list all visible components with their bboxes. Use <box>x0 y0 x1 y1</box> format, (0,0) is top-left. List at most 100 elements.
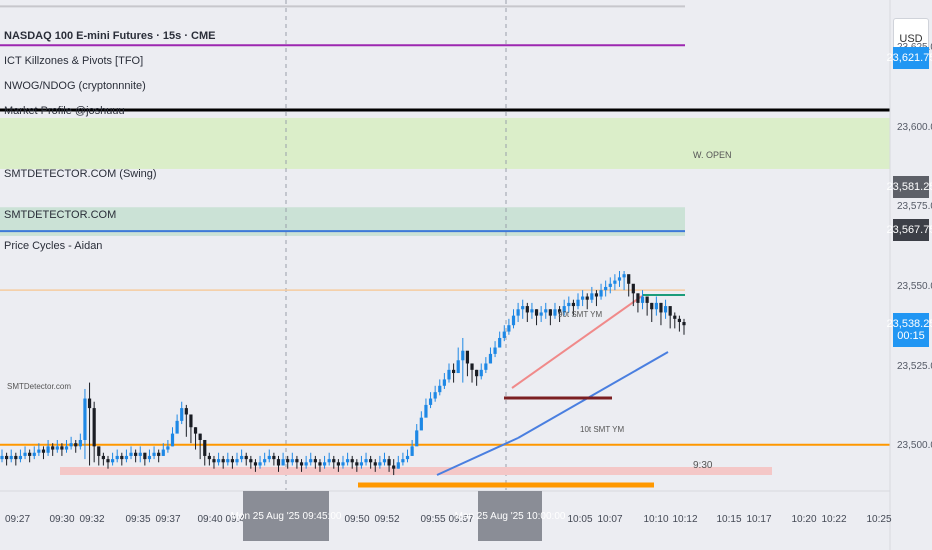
crosshair-time-1000: Mon 25 Aug '25 10:00:00 <box>455 491 565 541</box>
bar-countdown: 00:15 <box>897 330 925 343</box>
time-tick: 09:52 <box>374 514 400 525</box>
candle-body <box>654 302 658 310</box>
candle-body <box>253 462 258 466</box>
time-tick: 10:15 <box>716 514 742 525</box>
time-tick: 10:10 <box>643 514 669 525</box>
candle-body <box>557 309 562 313</box>
candle-body <box>87 398 92 409</box>
time-tick: 09:32 <box>79 514 105 525</box>
candle-body <box>576 299 580 307</box>
candle-body <box>387 459 391 466</box>
candle-body <box>193 427 198 434</box>
symbol-title[interactable]: NASDAQ 100 E-mini Futures · 15s · CME <box>4 30 216 42</box>
candle-body <box>332 459 336 463</box>
candle-body <box>336 462 340 466</box>
candle-body <box>346 459 350 463</box>
candle-body <box>55 446 59 450</box>
candle-body <box>636 293 640 303</box>
candle-body <box>152 452 156 456</box>
candle-body <box>470 363 474 370</box>
price-tick: 23,525.00 <box>897 360 932 372</box>
candle-body <box>0 455 4 460</box>
price-badge-label: 23,538.25 <box>886 318 932 331</box>
annotation-smtdetector: SMTDetector.com <box>7 382 72 391</box>
annotation-10t-smt: 10t SMT YM <box>580 425 625 434</box>
price-tick: 23,575.00 <box>897 201 932 213</box>
time-tick: 09:57 <box>448 514 474 525</box>
indicator-price-cycles[interactable]: Price Cycles - Aidan <box>4 240 103 252</box>
candle-body <box>622 274 626 278</box>
candle-body <box>433 392 437 399</box>
candle-body <box>276 459 281 466</box>
candle-body <box>511 315 516 326</box>
candle-body <box>97 446 101 456</box>
candle-body <box>581 296 585 300</box>
candle-body <box>571 302 576 307</box>
indicator-market-profile[interactable]: Market Profile @joshuuu <box>4 105 125 117</box>
candle-body <box>203 439 207 456</box>
price-tick: 23,600.00 <box>897 121 932 133</box>
candle-body <box>516 309 520 316</box>
indicator-smt[interactable]: SMTDETECTOR.COM <box>4 209 117 221</box>
candle-body <box>286 459 290 463</box>
candle-body <box>608 283 612 287</box>
candle-body <box>212 459 216 463</box>
candle-body <box>221 459 225 463</box>
candle-body <box>69 443 73 447</box>
time-tick: 10:17 <box>746 514 772 525</box>
candle-body <box>226 459 230 463</box>
candle-body <box>37 449 41 453</box>
indicator-smt-swing[interactable]: SMTDETECTOR.COM (Swing) <box>4 168 157 180</box>
candle-body <box>424 404 428 418</box>
price-tick: 23,500.00 <box>897 440 932 452</box>
candle-body <box>207 455 211 460</box>
candle-body <box>115 455 119 460</box>
candle-body <box>281 459 285 466</box>
indicator-nwog-ndog[interactable]: NWOG/NDOG (cryptonnnite) <box>4 80 146 92</box>
candle-body <box>410 446 414 456</box>
candle-body <box>484 363 488 370</box>
time-tick: 10:22 <box>821 514 847 525</box>
candle-body <box>544 309 548 313</box>
candle-body <box>341 462 345 466</box>
time-tick: 10:05 <box>567 514 593 525</box>
price-tick: 23,550.00 <box>897 280 932 292</box>
candle-body <box>461 350 465 361</box>
candle-body <box>295 459 299 463</box>
candle-body <box>369 459 373 463</box>
candle-body <box>534 309 539 316</box>
candle-body <box>382 459 387 463</box>
candle-body <box>502 331 506 338</box>
crosshair-lines <box>285 0 507 490</box>
candle-body <box>318 462 322 466</box>
candle-body <box>129 452 133 456</box>
candle-body <box>525 306 529 313</box>
candle-body <box>267 455 271 460</box>
candle-body <box>60 446 64 450</box>
candle-body <box>659 302 663 313</box>
candle-body <box>677 318 681 323</box>
trendline-blue-upper <box>517 351 669 439</box>
indicator-ict-killzones[interactable]: ICT Killzones & Pivots [TFO] <box>4 55 144 67</box>
candle-body <box>673 315 677 319</box>
price-badge-2: 23,567.75 <box>887 219 932 242</box>
time-tick: 09:30 <box>49 514 75 525</box>
candle-body <box>355 462 359 466</box>
candle-body <box>373 462 377 466</box>
candle-body <box>378 462 382 466</box>
time-tick: 09:27 <box>4 514 31 525</box>
candle-body <box>170 433 175 447</box>
candle-body <box>562 306 566 313</box>
candle-body <box>101 455 105 460</box>
candle-body <box>64 446 69 450</box>
candle-body <box>180 408 184 421</box>
candle-body <box>590 293 594 300</box>
annotation-90t-smt: 90t SMT YM <box>558 310 603 319</box>
candle-body <box>631 283 635 294</box>
candle-body <box>83 398 87 440</box>
candle-body <box>304 462 308 466</box>
price-badge-label: 23,621.75 <box>886 52 932 65</box>
candle-body <box>18 455 23 460</box>
candle-body <box>313 459 317 463</box>
